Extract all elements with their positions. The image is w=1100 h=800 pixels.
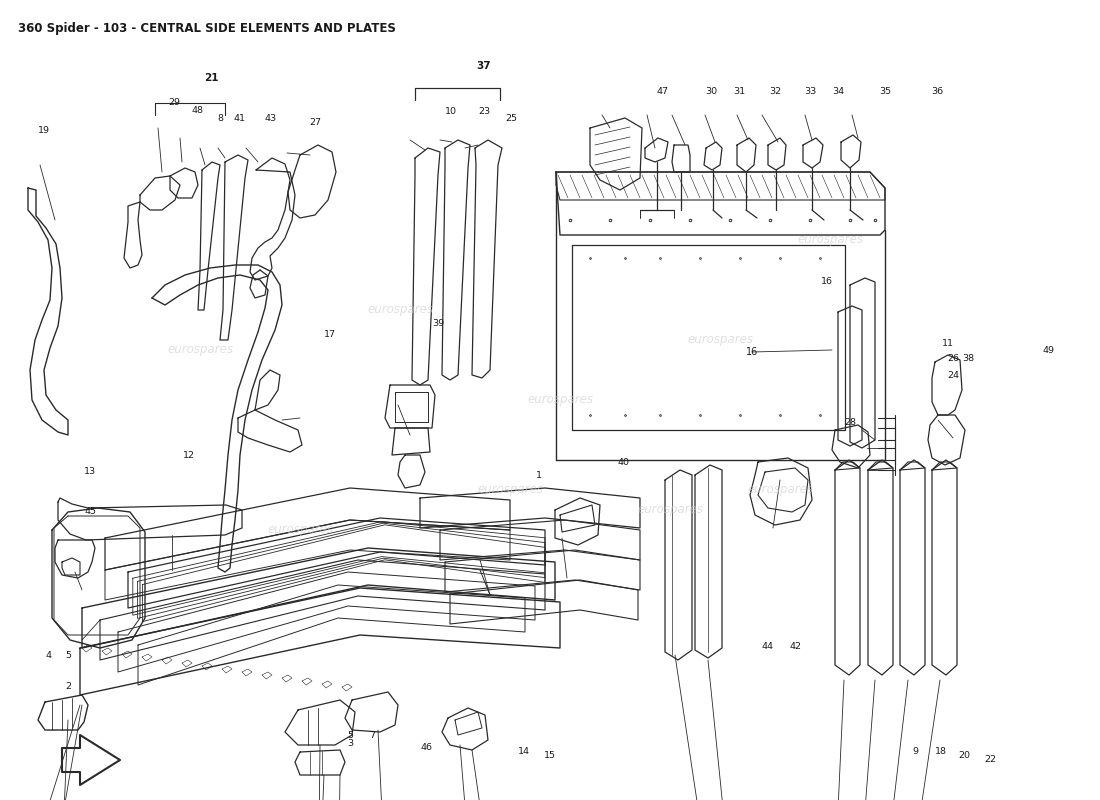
Text: 19: 19 xyxy=(39,126,50,135)
Text: 7: 7 xyxy=(368,731,375,741)
Text: 14: 14 xyxy=(518,747,529,757)
Text: 3: 3 xyxy=(346,739,353,749)
Text: 21: 21 xyxy=(204,74,219,83)
Text: 5: 5 xyxy=(65,651,72,661)
Text: 49: 49 xyxy=(1043,346,1054,355)
Text: 5: 5 xyxy=(346,731,353,741)
Text: 18: 18 xyxy=(935,747,946,757)
Text: 8: 8 xyxy=(217,114,223,123)
Text: eurospares: eurospares xyxy=(367,303,433,317)
Text: 41: 41 xyxy=(234,114,245,123)
Text: 15: 15 xyxy=(544,751,556,761)
Text: 44: 44 xyxy=(762,642,773,651)
Text: 45: 45 xyxy=(85,507,96,517)
Text: 37: 37 xyxy=(476,62,492,71)
Text: 4: 4 xyxy=(45,651,52,661)
Text: eurospares: eurospares xyxy=(167,343,233,357)
Text: 22: 22 xyxy=(984,755,996,765)
Text: 39: 39 xyxy=(431,319,444,329)
Text: 48: 48 xyxy=(192,106,204,115)
Text: eurospares: eurospares xyxy=(527,394,593,406)
Text: 10: 10 xyxy=(446,107,456,117)
Text: 33: 33 xyxy=(804,87,817,97)
Text: 36: 36 xyxy=(931,87,944,97)
Text: 46: 46 xyxy=(421,743,432,753)
Text: eurospares: eurospares xyxy=(267,523,333,537)
Text: eurospares: eurospares xyxy=(798,234,864,246)
Text: 26: 26 xyxy=(948,354,959,363)
Text: 17: 17 xyxy=(324,330,336,339)
Text: 24: 24 xyxy=(948,371,959,381)
Text: 27: 27 xyxy=(310,118,321,127)
Text: eurospares: eurospares xyxy=(477,483,543,497)
Text: 9: 9 xyxy=(912,747,918,757)
Text: 35: 35 xyxy=(879,87,892,97)
Text: 1: 1 xyxy=(536,471,542,481)
Text: eurospares: eurospares xyxy=(747,483,813,497)
Text: 30: 30 xyxy=(705,87,718,97)
Text: 16: 16 xyxy=(746,347,758,357)
Text: 40: 40 xyxy=(618,458,629,467)
Text: 360 Spider - 103 - CENTRAL SIDE ELEMENTS AND PLATES: 360 Spider - 103 - CENTRAL SIDE ELEMENTS… xyxy=(18,22,396,35)
Text: 34: 34 xyxy=(832,87,845,97)
Text: 28: 28 xyxy=(845,418,856,427)
Text: 13: 13 xyxy=(84,467,97,477)
Text: 16: 16 xyxy=(822,277,833,286)
Text: 11: 11 xyxy=(943,339,954,349)
Text: 25: 25 xyxy=(506,114,517,123)
Text: 47: 47 xyxy=(657,87,668,97)
Text: 29: 29 xyxy=(168,98,179,107)
Text: 23: 23 xyxy=(477,107,491,117)
Text: eurospares: eurospares xyxy=(637,503,703,517)
Text: 12: 12 xyxy=(184,451,195,461)
Text: 31: 31 xyxy=(733,87,746,97)
Text: 42: 42 xyxy=(790,642,801,651)
Text: 2: 2 xyxy=(65,682,72,691)
Text: 20: 20 xyxy=(959,751,970,761)
Text: 43: 43 xyxy=(264,114,277,123)
Text: 32: 32 xyxy=(769,87,782,97)
Text: eurospares: eurospares xyxy=(688,334,754,346)
Text: 38: 38 xyxy=(961,354,975,363)
